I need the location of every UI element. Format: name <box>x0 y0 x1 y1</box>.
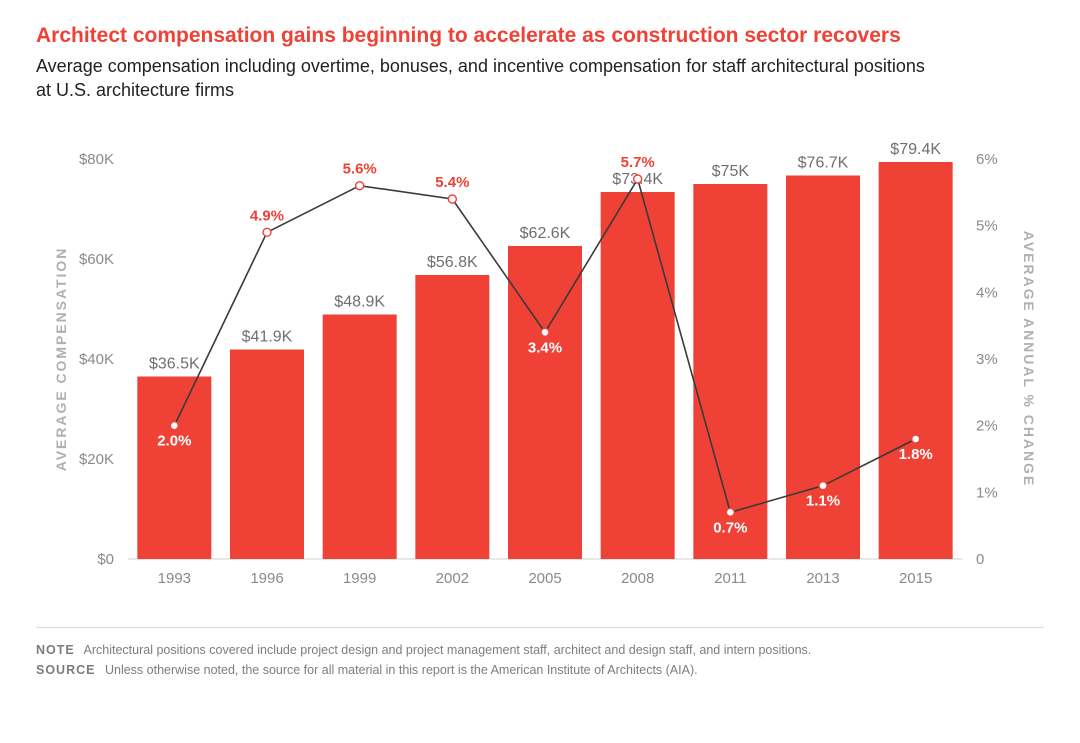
line-marker <box>356 181 364 189</box>
y-left-axis-label: AVERAGE COMPENSATION <box>53 246 69 471</box>
percent-label: 0.7% <box>713 519 747 536</box>
percent-label: 5.4% <box>435 174 469 191</box>
source-text: Unless otherwise noted, the source for a… <box>105 663 698 677</box>
line-marker <box>634 175 642 183</box>
y-left-tick-label: $80K <box>79 151 114 168</box>
percent-label: 5.7% <box>621 154 655 171</box>
page-root: Architect compensation gains beginning t… <box>0 0 1080 743</box>
percent-label: 2.0% <box>157 432 191 449</box>
compensation-chart: $0 $20K $40K $60K $80K 0 1% 2% 3% 4% 5% 6% AVERAGE C… <box>36 137 1044 607</box>
y-left-tick-label: $40K <box>79 351 114 368</box>
bar-value-label: $79.4K <box>890 141 941 158</box>
y-right-tick-label: 1% <box>976 484 998 501</box>
bar <box>230 349 304 559</box>
bar-value-label: $75K <box>712 163 750 180</box>
percent-label: 1.8% <box>899 446 933 463</box>
bar-value-label: $48.9K <box>334 293 385 310</box>
bar <box>508 246 582 559</box>
bar-value-label: $56.8K <box>427 254 478 271</box>
bar <box>137 376 211 559</box>
line-marker <box>541 328 549 336</box>
x-category-label: 2008 <box>621 570 654 587</box>
y-right-axis-label: AVERAGE ANNUAL % CHANGE <box>1021 230 1037 486</box>
note-text: Architectural positions covered include … <box>84 643 812 657</box>
x-category-label: 2015 <box>899 570 932 587</box>
line-marker <box>448 195 456 203</box>
bar-value-label: $41.9K <box>242 328 293 345</box>
chart-subtitle: Average compensation including overtime,… <box>36 54 936 103</box>
y-right-tick-label: 0 <box>976 551 984 568</box>
y-right-tick-label: 5% <box>976 217 998 234</box>
footer-notes: NOTE Architectural positions covered inc… <box>36 627 1044 680</box>
x-category-label: 2013 <box>806 570 839 587</box>
bar-value-label: $62.6K <box>520 225 571 242</box>
x-category-label: 2011 <box>714 570 746 587</box>
chart-title: Architect compensation gains beginning t… <box>36 24 1044 48</box>
note-label: NOTE <box>36 643 75 657</box>
percent-label: 5.6% <box>343 160 377 177</box>
line-marker <box>819 481 827 489</box>
note-line: NOTE Architectural positions covered inc… <box>36 640 1044 660</box>
bar-value-label: $76.7K <box>798 154 849 171</box>
bar-value-label: $36.5K <box>149 355 200 372</box>
x-category-label: 1996 <box>250 570 283 587</box>
bar <box>693 184 767 559</box>
y-left-tick-label: $0 <box>97 551 114 568</box>
x-category-label: 1999 <box>343 570 376 587</box>
line-marker <box>170 421 178 429</box>
y-left-tick-label: $60K <box>79 251 114 268</box>
line-marker <box>912 435 920 443</box>
percent-label: 3.4% <box>528 339 562 356</box>
x-category-label: 2002 <box>436 570 469 587</box>
line-marker <box>726 508 734 516</box>
y-right-tick-label: 2% <box>976 417 998 434</box>
percent-label: 1.1% <box>806 492 840 509</box>
bar <box>323 314 397 559</box>
source-line: SOURCE Unless otherwise noted, the sourc… <box>36 660 1044 680</box>
chart-container: $0 $20K $40K $60K $80K 0 1% 2% 3% 4% 5% 6% AVERAGE C… <box>36 137 1044 617</box>
source-label: SOURCE <box>36 663 95 677</box>
y-right-tick-label: 4% <box>976 284 998 301</box>
percent-label: 4.9% <box>250 207 284 224</box>
y-right-tick-label: 3% <box>976 351 998 368</box>
x-category-label: 2005 <box>528 570 561 587</box>
y-right-tick-label: 6% <box>976 151 998 168</box>
bar <box>879 162 953 559</box>
bar <box>415 275 489 559</box>
y-left-tick-label: $20K <box>79 451 114 468</box>
line-marker <box>263 228 271 236</box>
bar <box>601 192 675 559</box>
x-category-label: 1993 <box>158 570 191 587</box>
